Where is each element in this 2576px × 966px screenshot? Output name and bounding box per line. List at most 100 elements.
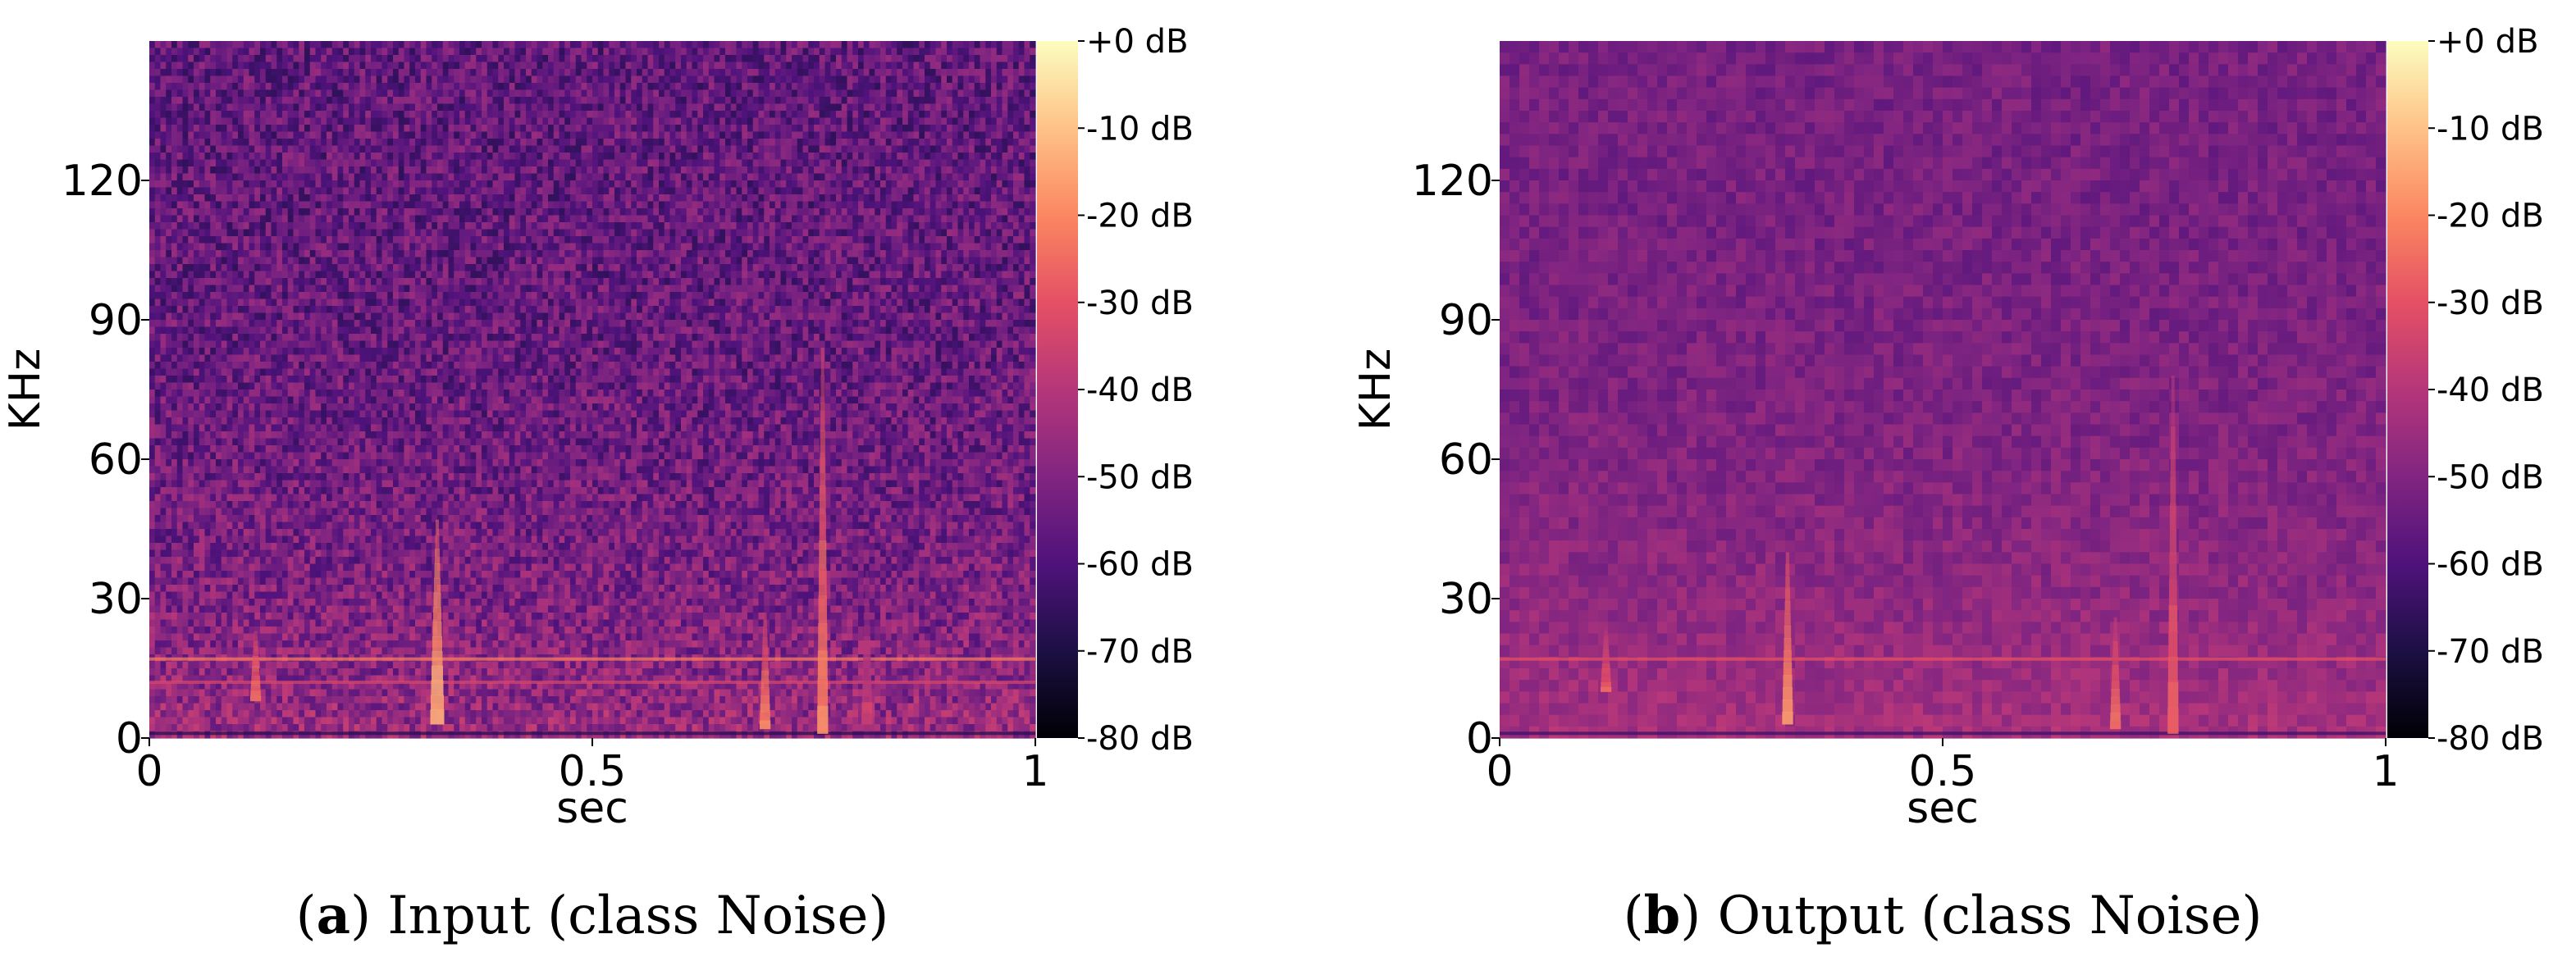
spectrogram-cell: [404, 187, 410, 195]
spectrogram-cell: [553, 125, 560, 133]
spectrogram-cell: [797, 194, 804, 203]
spectrogram-cell: [1002, 215, 1008, 223]
spectrogram-cell: [780, 139, 787, 147]
spectrogram-cell: [774, 243, 782, 251]
spectrogram-cell: [575, 187, 582, 195]
spectrogram-cell: [969, 250, 975, 258]
spectrogram-cell: [913, 55, 920, 63]
spectrogram-cell: [625, 145, 632, 153]
spectrogram-cell: [160, 69, 167, 77]
spectrogram-cell: [852, 187, 859, 195]
spectrogram-cell: [902, 89, 909, 98]
spectrogram-cell: [553, 243, 560, 251]
spectrogram-cell: [393, 41, 400, 49]
spectrogram-cell: [764, 180, 770, 189]
spectrogram-cell: [742, 201, 748, 209]
spectrogram-cell: [869, 97, 875, 105]
spectrogram-cell: [542, 159, 549, 167]
spectrogram-cell: [486, 139, 494, 147]
spectrogram-cell: [221, 215, 228, 223]
spectrogram-cell: [863, 97, 870, 105]
spectrogram-cell: [154, 236, 162, 244]
spectrogram-cell: [1030, 41, 1036, 49]
spectrogram-cell: [603, 180, 610, 189]
spectrogram-cell: [398, 243, 405, 251]
spectrogram-cell: [331, 55, 339, 63]
spectrogram-cell: [420, 180, 427, 189]
spectrogram-cell: [902, 55, 909, 63]
spectrogram-cell: [442, 222, 450, 230]
spectrogram-cell: [171, 208, 178, 216]
spectrogram-cell: [349, 48, 355, 56]
spectrogram-cell: [482, 201, 488, 209]
spectrogram-cell: [885, 75, 893, 84]
spectrogram-cell: [299, 153, 305, 161]
spectrogram-cell: [675, 125, 682, 133]
spectrogram-cell: [647, 215, 654, 223]
spectrogram-cell: [454, 166, 460, 175]
spectrogram-cell: [614, 117, 621, 125]
spectrogram-cell: [747, 111, 754, 119]
spectrogram-cell: [664, 83, 671, 91]
spectrogram-cell: [830, 250, 837, 258]
spectrogram-cell: [282, 125, 289, 133]
spectrogram-cell: [869, 117, 875, 125]
spectrogram-cell: [337, 62, 344, 70]
spectrogram-cell: [619, 250, 627, 258]
spectrogram-cell: [420, 187, 427, 195]
spectrogram-cell: [752, 180, 760, 189]
spectrogram-cell: [194, 139, 200, 147]
spectrogram-cell: [841, 131, 848, 139]
spectrogram-cell: [176, 131, 184, 139]
spectrogram-cell: [293, 229, 299, 237]
spectrogram-cell: [154, 201, 162, 209]
spectrogram-cell: [454, 180, 460, 189]
spectrogram-cell: [420, 229, 427, 237]
spectrogram-cell: [226, 187, 233, 195]
spectrogram-cell: [514, 83, 521, 91]
spectrogram-cell: [603, 97, 610, 105]
spectrogram-cell: [182, 194, 189, 203]
spectrogram-cell: [548, 243, 555, 251]
spectrogram-cell: [415, 117, 422, 125]
spectrogram-cell: [199, 194, 206, 203]
spectrogram-cell: [442, 243, 450, 251]
spectrogram-cell: [553, 83, 560, 91]
spectrogram-cell: [824, 103, 831, 112]
spectrogram-cell: [376, 194, 383, 203]
spectrogram-cell: [448, 117, 454, 125]
spectrogram-cell: [1030, 117, 1036, 125]
spectrogram-cell: [719, 97, 726, 105]
spectrogram-cell: [681, 131, 687, 139]
spectrogram-cell: [703, 243, 710, 251]
spectrogram-cell: [758, 236, 765, 244]
spectrogram-cell: [714, 131, 720, 139]
spectrogram-cell: [875, 139, 881, 147]
spectrogram-cell: [830, 159, 837, 167]
spectrogram-cell: [254, 41, 261, 49]
spectrogram-cell: [847, 222, 853, 230]
spectrogram-cell: [437, 83, 444, 91]
spectrogram-cell: [315, 201, 322, 209]
spectrogram-cell: [592, 145, 599, 153]
spectrogram-cell: [260, 243, 267, 251]
spectrogram-cell: [171, 215, 178, 223]
spectrogram-cell: [891, 75, 897, 84]
spectrogram-cell: [249, 208, 255, 216]
spectrogram-cell: [991, 97, 998, 105]
spectrogram-cell: [321, 159, 327, 167]
spectrogram-cell: [243, 131, 250, 139]
spectrogram-cell: [925, 222, 931, 230]
spectrogram-cell: [880, 194, 887, 203]
spectrogram-cell: [160, 173, 167, 181]
spectrogram-cell: [426, 117, 432, 125]
spectrogram-cell: [880, 201, 887, 209]
spectrogram-cell: [947, 215, 953, 223]
spectrogram-cell: [459, 145, 466, 153]
spectrogram-cell: [260, 41, 267, 49]
spectrogram-cell: [415, 97, 422, 105]
spectrogram-cell: [409, 180, 416, 189]
spectrogram-cell: [393, 103, 400, 112]
spectrogram-cell: [774, 139, 782, 147]
spectrogram-cell: [980, 187, 986, 195]
